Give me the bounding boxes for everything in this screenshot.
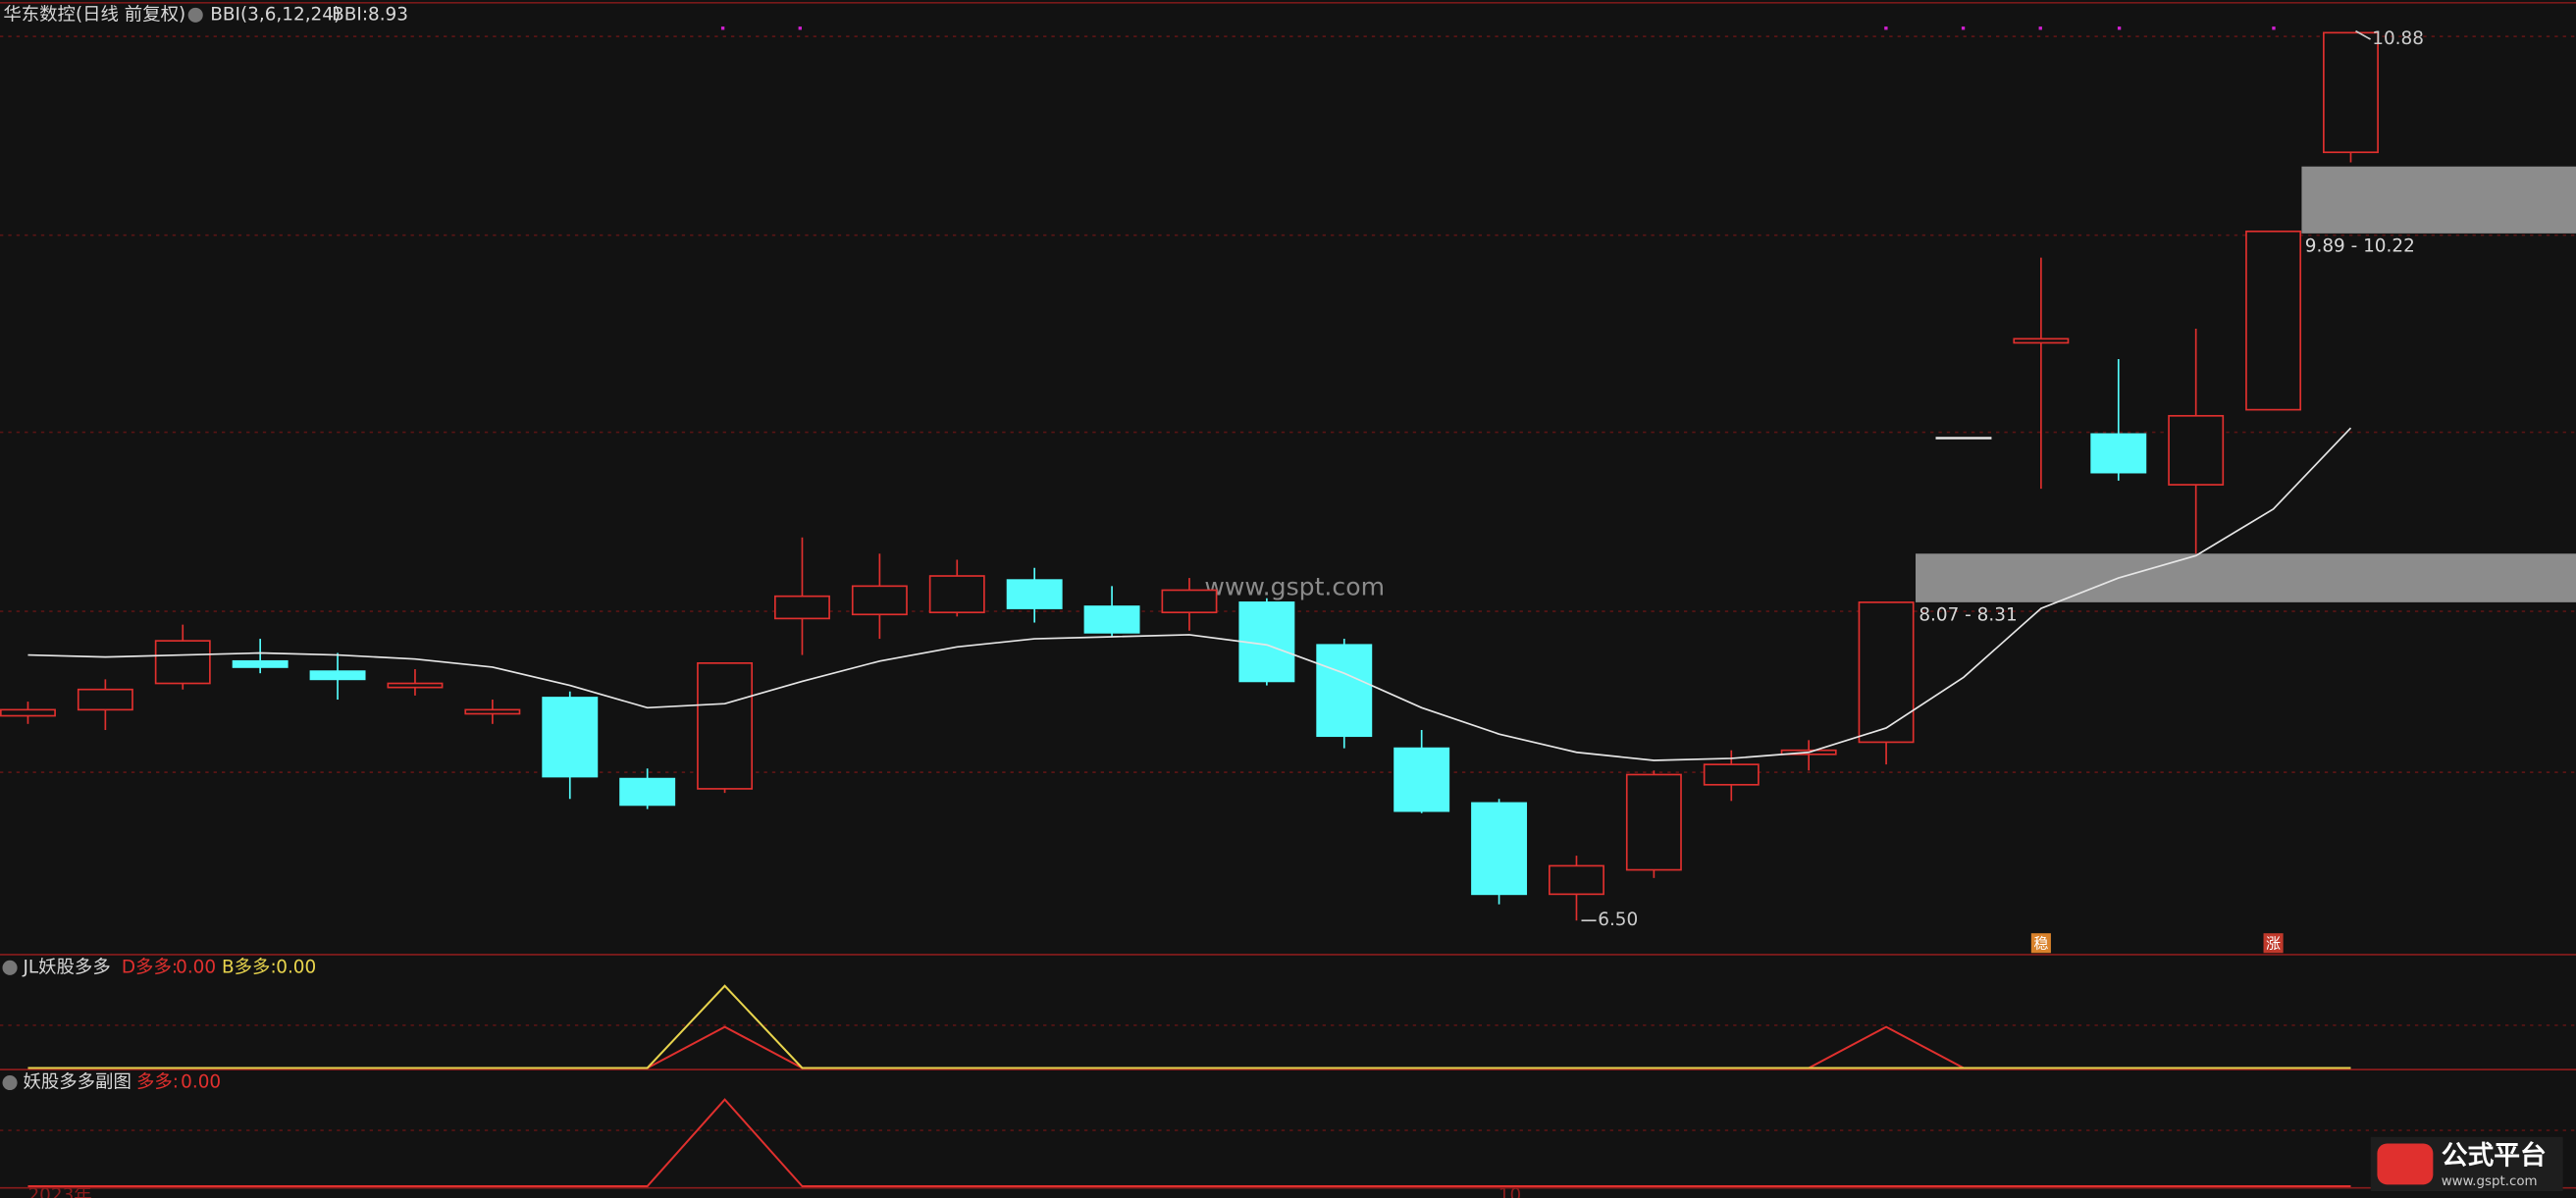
candle-body (387, 682, 444, 689)
legend-value: 0.00 (276, 957, 316, 977)
candle-body (2323, 31, 2379, 154)
candle-body (1625, 773, 1682, 871)
candle-body (851, 585, 908, 616)
zone-label: 8.07 - 8.31 (1919, 604, 2017, 625)
candle-body (1161, 589, 1218, 614)
watermark: www.gspt.com (1204, 573, 1385, 601)
candle-body (2090, 433, 2147, 474)
candle-body (232, 659, 289, 668)
bbi-label: BBI: (332, 4, 368, 25)
zone-label: 9.89 - 10.22 (2305, 235, 2415, 256)
legend-value: 0.00 (181, 1072, 221, 1093)
price-zone (1916, 553, 2576, 602)
signal-label: 稳 (2033, 935, 2048, 953)
signal-icon (2263, 933, 2284, 954)
candle-body (697, 662, 754, 790)
signal-dot (2272, 26, 2276, 30)
candle-body (1471, 802, 1528, 896)
legend-name: B多多: (222, 957, 277, 977)
candle-body (2245, 230, 2302, 411)
candle-body (1083, 605, 1140, 634)
candle-body (1703, 763, 1760, 786)
candle-body (774, 595, 830, 620)
indicator-icon[interactable] (187, 7, 203, 23)
panel-title: 妖股多多副图 (23, 1072, 131, 1093)
x-label: 2023年 (27, 1185, 91, 1198)
candle-body (154, 640, 211, 685)
indicator-line (27, 984, 2351, 1069)
signal-dot (720, 26, 725, 30)
signal-dot (2117, 26, 2122, 30)
candle-body (2168, 414, 2225, 486)
bbi-value: 8.93 (368, 4, 408, 25)
legend-name: 多多: (136, 1072, 179, 1093)
candle-body (464, 708, 521, 715)
signal-dot (2038, 26, 2042, 30)
candle-body (1549, 864, 1604, 896)
logo-url: www.gspt.com (2442, 1174, 2538, 1189)
legend-name: D多多: (122, 957, 178, 977)
candle-body (619, 777, 676, 807)
panel-title: JL妖股多多 (22, 957, 110, 977)
signal-dot (1961, 26, 1966, 30)
annotation-arrow (2355, 29, 2371, 40)
indicator-line (27, 1098, 2351, 1187)
grid (0, 35, 2576, 1131)
annotation-label: 10.88 (2372, 28, 2424, 49)
logo-name: 公式平台 (2442, 1139, 2547, 1171)
candle-body (1393, 747, 1450, 812)
candle-body (542, 697, 599, 778)
candle-body (1006, 579, 1063, 609)
candle-body (928, 575, 985, 614)
indicator-name: BBI(3,6,12,24) (210, 4, 341, 25)
bbi-line (27, 427, 2352, 761)
logo-icon (2377, 1143, 2434, 1185)
signal-dot (1884, 26, 1888, 30)
legend-value: 0.00 (176, 957, 216, 977)
stock-title: 华东数控(日线 前复权) (3, 4, 185, 25)
signal-icon (2030, 933, 2051, 954)
indicator-icon[interactable] (2, 1074, 18, 1091)
indicator-icon[interactable] (2, 960, 18, 975)
annotation-label: 6.50 (1598, 910, 1638, 930)
candle-body (77, 688, 133, 711)
signal-dots (720, 26, 2276, 30)
candle-body (1316, 644, 1373, 738)
candle-body (309, 670, 366, 681)
logo: 公式平台 www.gspt.com (2370, 1136, 2563, 1192)
x-label: 10 (1498, 1185, 1521, 1198)
signal-label: 涨 (2266, 935, 2281, 953)
candle-body (1858, 601, 1915, 744)
price-zone (2301, 166, 2576, 234)
candle-body (0, 708, 56, 717)
candle-body (2013, 338, 2070, 344)
signal-dot (798, 26, 802, 30)
